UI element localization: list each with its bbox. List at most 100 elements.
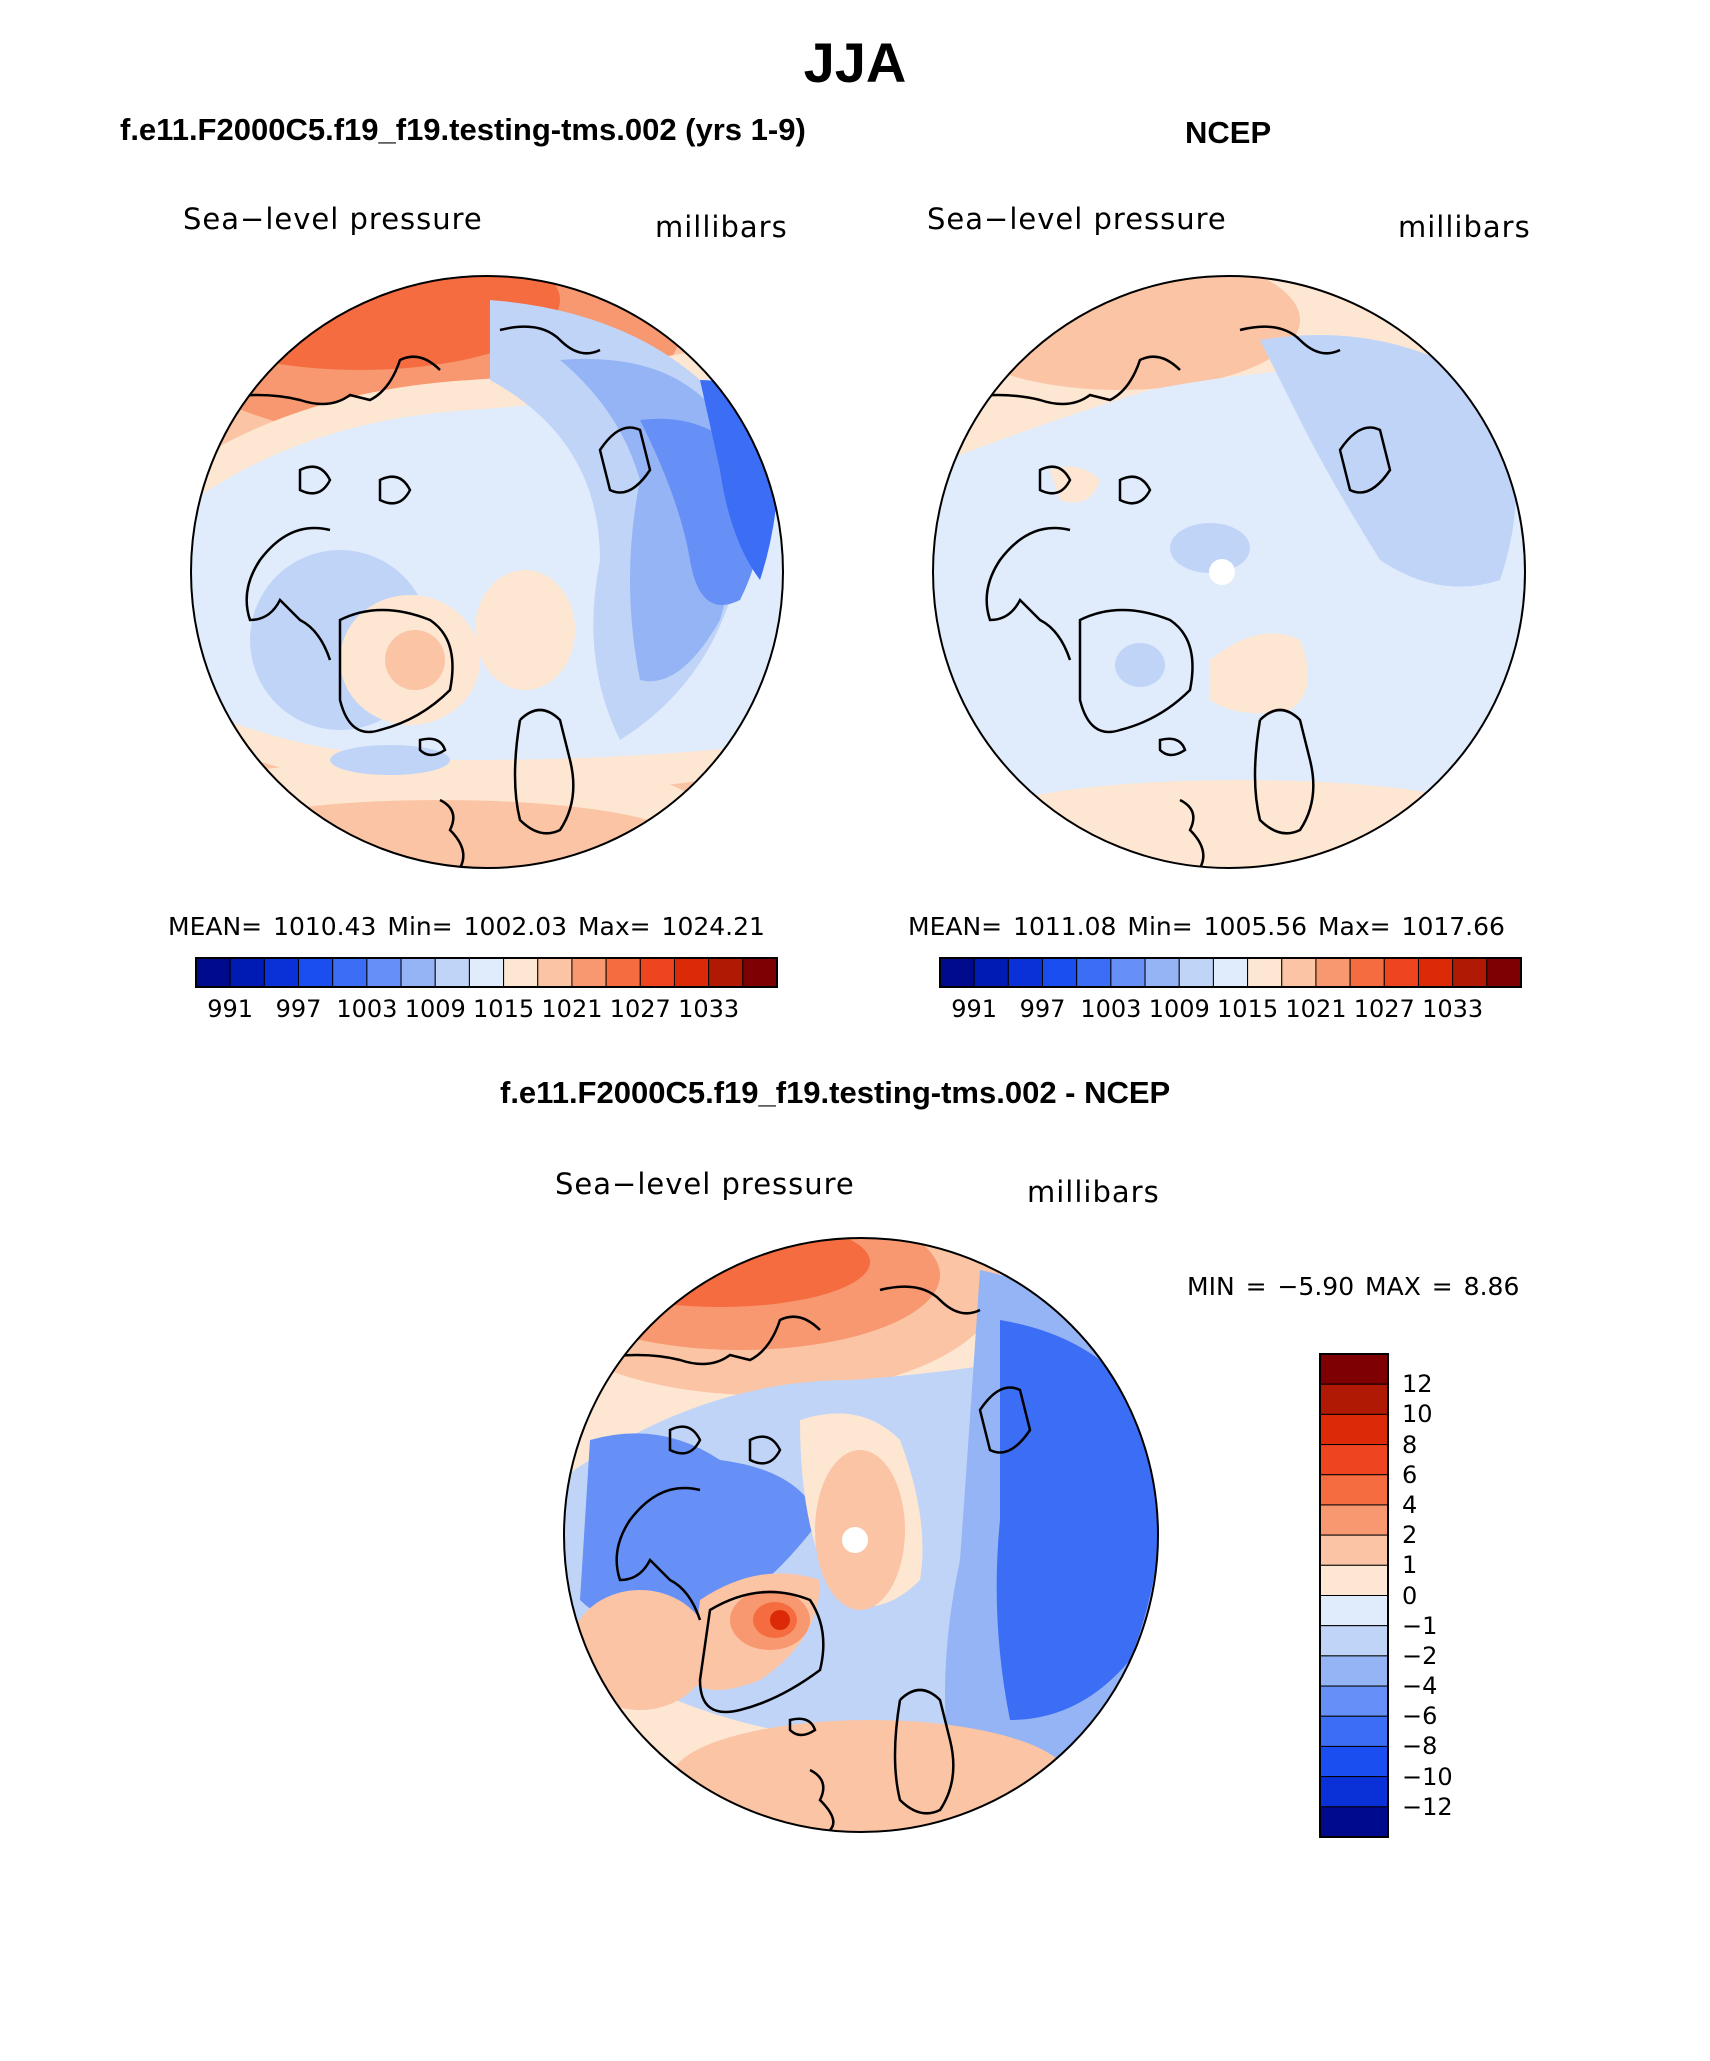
colorbar-tick-label: 997 — [1019, 995, 1066, 1023]
colorbar-tick-label: 1021 — [541, 995, 603, 1023]
colorbar-swatch — [1319, 1806, 1389, 1838]
colorbar-swatch — [1319, 1745, 1389, 1778]
panel-3-stats: MIN = −5.90 MAX = 8.86 — [1187, 1272, 1520, 1301]
colorbar-tick-label: 1027 — [1353, 995, 1415, 1023]
colorbar-frame — [195, 957, 778, 988]
panel-2-units: millibars — [1398, 210, 1531, 244]
colorbar-tick-label: 1015 — [1217, 995, 1279, 1023]
colorbar-tick-label: −2 — [1402, 1641, 1438, 1670]
colorbar-swatch — [1007, 957, 1044, 988]
colorbar-tick-label: 0 — [1402, 1581, 1418, 1610]
colorbar-tick-label: 6 — [1402, 1460, 1418, 1489]
colorbar-swatch — [1319, 1383, 1389, 1415]
colorbar-swatch — [1315, 957, 1351, 988]
colorbar-tick-label: 1009 — [404, 995, 466, 1023]
colorbar-swatch — [229, 957, 265, 988]
colorbar-tick-label: 12 — [1402, 1370, 1433, 1399]
colorbar-tick-label: 1033 — [678, 995, 740, 1023]
colorbar-swatch — [1319, 1444, 1389, 1476]
colorbar-swatch — [939, 957, 975, 988]
colorbar-swatch — [1319, 1504, 1389, 1536]
panel-1-variable: Sea−level pressure — [183, 202, 483, 236]
colorbar-swatch — [708, 957, 744, 988]
colorbar-tick-label: 991 — [951, 995, 998, 1023]
map-ncep-boundary — [932, 275, 1526, 869]
colorbar-swatch — [1178, 957, 1214, 988]
panel-2-stats: MEAN= 1011.08 Min= 1005.56 Max= 1017.66 — [908, 912, 1505, 941]
colorbar-frame — [939, 957, 1522, 988]
colorbar-tick-label: 1027 — [609, 995, 671, 1023]
colorbar-tick-label: 1 — [1402, 1551, 1418, 1580]
colorbar-difference — [1319, 1353, 1389, 1838]
colorbar-tick-label: −12 — [1402, 1792, 1453, 1821]
colorbar-swatch — [1110, 957, 1146, 988]
colorbar-swatch — [742, 957, 778, 988]
colorbar-swatch — [1319, 1595, 1389, 1627]
colorbar-swatch — [1319, 1474, 1389, 1506]
colorbar-swatch — [973, 957, 1009, 988]
colorbar-panel-2 — [939, 957, 1522, 988]
colorbar-swatch — [1319, 1534, 1389, 1566]
colorbar-swatch — [1281, 957, 1317, 988]
colorbar-swatch — [1319, 1564, 1389, 1596]
panel-3-title: f.e11.F2000C5.f19_f19.testing-tms.002 - … — [500, 1075, 1171, 1110]
colorbar-swatch — [1486, 957, 1522, 988]
colorbar-swatch — [263, 957, 300, 988]
panel-2-title: NCEP — [1185, 115, 1272, 150]
colorbar-swatch — [434, 957, 470, 988]
colorbar-swatch — [1319, 1655, 1389, 1687]
colorbar-swatch — [1319, 1353, 1389, 1385]
colorbar-tick-label: −4 — [1402, 1672, 1438, 1701]
colorbar-swatch — [1319, 1776, 1389, 1808]
colorbar-swatch — [1042, 957, 1078, 988]
panel-3-units: millibars — [1027, 1175, 1160, 1209]
colorbar-swatch — [1247, 957, 1283, 988]
colorbar-tick-label: 1015 — [473, 995, 535, 1023]
map-difference — [564, 1238, 1158, 1832]
colorbar-swatch — [1452, 957, 1488, 988]
panel-2-variable: Sea−level pressure — [927, 202, 1227, 236]
map-ncep-slp — [933, 276, 1525, 868]
colorbar-swatch — [1212, 957, 1249, 988]
colorbar-swatch — [605, 957, 641, 988]
panel-1-stats: MEAN= 1010.43 Min= 1002.03 Max= 1024.21 — [168, 912, 765, 941]
colorbar-swatch — [1144, 957, 1180, 988]
colorbar-swatch — [1383, 957, 1419, 988]
colorbar-tick-label: 1003 — [1080, 995, 1142, 1023]
colorbar-swatch — [1076, 957, 1112, 988]
main-title: JJA — [803, 31, 907, 94]
colorbar-tick-label: 1021 — [1285, 995, 1347, 1023]
colorbar-tick-label: 997 — [275, 995, 322, 1023]
panel-3-variable: Sea−level pressure — [555, 1167, 855, 1201]
colorbar-tick-label: 10 — [1402, 1400, 1433, 1429]
colorbar-swatch — [571, 957, 607, 988]
colorbar-swatch — [673, 957, 710, 988]
colorbar-tick-label: 1009 — [1148, 995, 1210, 1023]
colorbar-swatch — [298, 957, 334, 988]
colorbar-tick-label: −6 — [1402, 1702, 1438, 1731]
colorbar-tick-label: −10 — [1402, 1762, 1453, 1791]
colorbar-swatch — [468, 957, 505, 988]
colorbar-swatch — [1319, 1715, 1389, 1747]
colorbar-frame — [1319, 1353, 1389, 1838]
map-model-slp — [191, 276, 783, 868]
colorbar-swatch — [332, 957, 368, 988]
colorbar-swatch — [537, 957, 573, 988]
map-difference-boundary — [563, 1237, 1159, 1833]
colorbar-swatch — [1319, 1625, 1389, 1657]
colorbar-swatch — [1319, 1413, 1389, 1446]
colorbar-swatch — [1417, 957, 1454, 988]
colorbar-panel-1 — [195, 957, 778, 988]
colorbar-tick-label: 2 — [1402, 1521, 1418, 1550]
panel-1-units: millibars — [655, 210, 788, 244]
colorbar-tick-label: 1003 — [336, 995, 398, 1023]
colorbar-tick-label: 991 — [207, 995, 254, 1023]
colorbar-tick-label: 8 — [1402, 1430, 1418, 1459]
colorbar-swatch — [400, 957, 436, 988]
colorbar-swatch — [1349, 957, 1385, 988]
colorbar-tick-label: −8 — [1402, 1732, 1438, 1761]
colorbar-swatch — [639, 957, 675, 988]
colorbar-swatch — [366, 957, 402, 988]
colorbar-swatch — [1319, 1685, 1389, 1717]
